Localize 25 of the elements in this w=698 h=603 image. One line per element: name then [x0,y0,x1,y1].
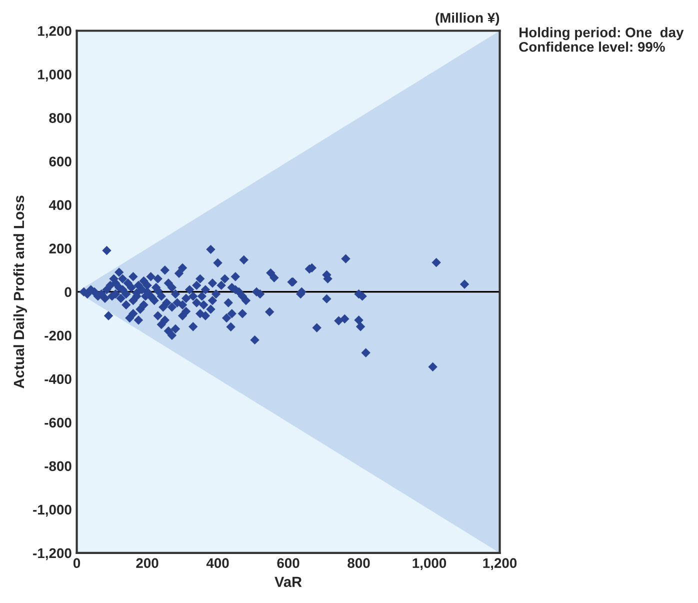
y-tick-label: -1,200 [33,548,72,560]
y-tick-label: 0 [64,287,72,298]
x-axis-title: VaR [274,576,302,588]
x-tick-label: 400 [206,558,229,568]
y-tick-label: -1,000 [33,504,72,517]
y-tick-label: 200 [49,244,72,254]
x-tick-label: 800 [348,558,370,568]
y-tick-label: 600 [49,156,72,166]
x-tick-label: 1,200 [483,558,517,570]
y-tick-label: 400 [48,200,72,210]
y-axis-title: Actual Daily Profit and Loss [13,196,27,388]
x-tick-label: 600 [277,558,300,568]
y-tick-label: -400 [44,374,72,384]
y-tick-label: -600 [44,418,72,428]
text: Holding period: One day [520,27,684,40]
x-tick-label: 200 [136,558,158,568]
text: (Million ¥) [436,12,500,26]
y-tick-label: 800 [49,113,72,123]
y-tick-label: 1,000 [38,70,72,82]
x-tick-label: 0 [73,558,80,568]
y-tick-label: -800 [44,461,72,472]
y-tick-label: 1,200 [38,26,72,38]
x-tick-label: 1,000 [412,558,446,570]
y-tick-label: -200 [44,330,72,341]
text: Confidence level: 99% [519,42,665,52]
